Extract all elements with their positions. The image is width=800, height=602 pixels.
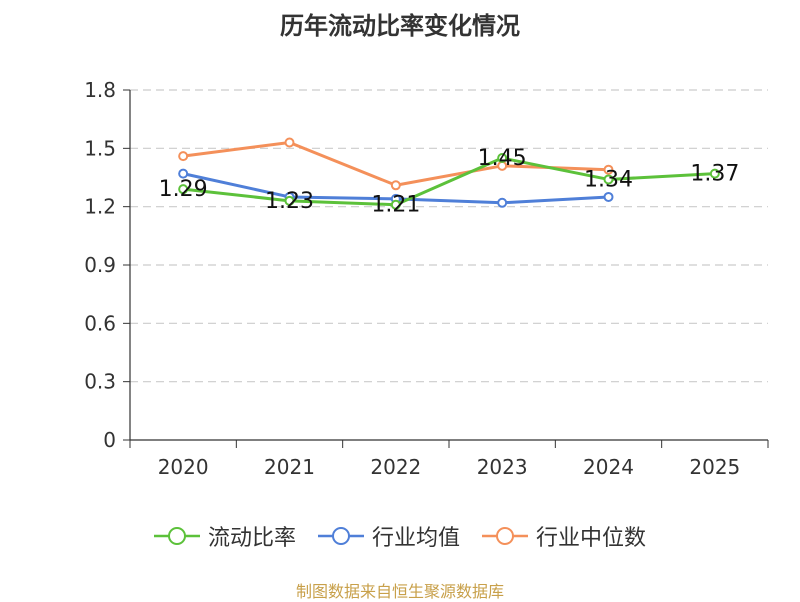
y-tick-label: 1.8 [84, 78, 116, 102]
series-line [183, 156, 715, 207]
y-tick-label: 0.6 [84, 311, 116, 335]
data-point [284, 195, 295, 206]
data-label: 1.29 [159, 177, 208, 202]
x-tick-label: 2022 [370, 455, 421, 479]
y-tick-label: 0.9 [84, 253, 116, 277]
data-label: 1.37 [690, 162, 739, 187]
legend-item-industry-mean[interactable]: 行业均值 [317, 520, 460, 552]
data-point [390, 180, 401, 191]
legend-line-circle-icon [153, 527, 200, 545]
legend-line-circle-icon [482, 527, 528, 545]
data-label: 1.21 [371, 193, 420, 218]
y-tick-label: 0 [103, 428, 116, 452]
y-tick-label: 1.5 [84, 136, 116, 160]
data-point [178, 151, 189, 162]
legend: 流动比率 行业均值 行业中位数 [0, 520, 800, 552]
source-note: 制图数据来自恒生聚源数据库 [295, 582, 504, 601]
legend-label: 行业中位数 [536, 526, 647, 551]
data-point [603, 174, 614, 185]
data-point [603, 191, 614, 202]
data-point [497, 197, 508, 208]
chart-title: 历年流动比率变化情况 [280, 12, 520, 40]
data-point [178, 168, 189, 179]
x-tick-label: 2020 [158, 455, 209, 479]
data-point [390, 199, 401, 210]
legend-item-industry-median[interactable]: 行业中位数 [482, 520, 646, 552]
data-label: 1.34 [584, 167, 633, 192]
data-point [603, 164, 614, 175]
data-point [497, 153, 508, 164]
data-label: 1.23 [265, 189, 314, 214]
data-point [284, 137, 295, 148]
legend-label: 行业均值 [371, 526, 460, 551]
legend-label: 流动比率 [207, 526, 296, 551]
x-tick-label: 2025 [689, 455, 740, 479]
data-point [709, 168, 720, 179]
y-tick-label: 0.3 [84, 370, 116, 394]
data-point [178, 184, 189, 195]
legend-item-current-ratio[interactable]: 流动比率 [153, 520, 296, 552]
x-tick-label: 2024 [583, 455, 634, 479]
x-tick-label: 2021 [264, 455, 315, 479]
data-label: 1.45 [478, 146, 527, 171]
x-tick-label: 2023 [477, 455, 528, 479]
legend-line-circle-icon [317, 527, 364, 545]
y-tick-label: 1.2 [84, 195, 116, 219]
